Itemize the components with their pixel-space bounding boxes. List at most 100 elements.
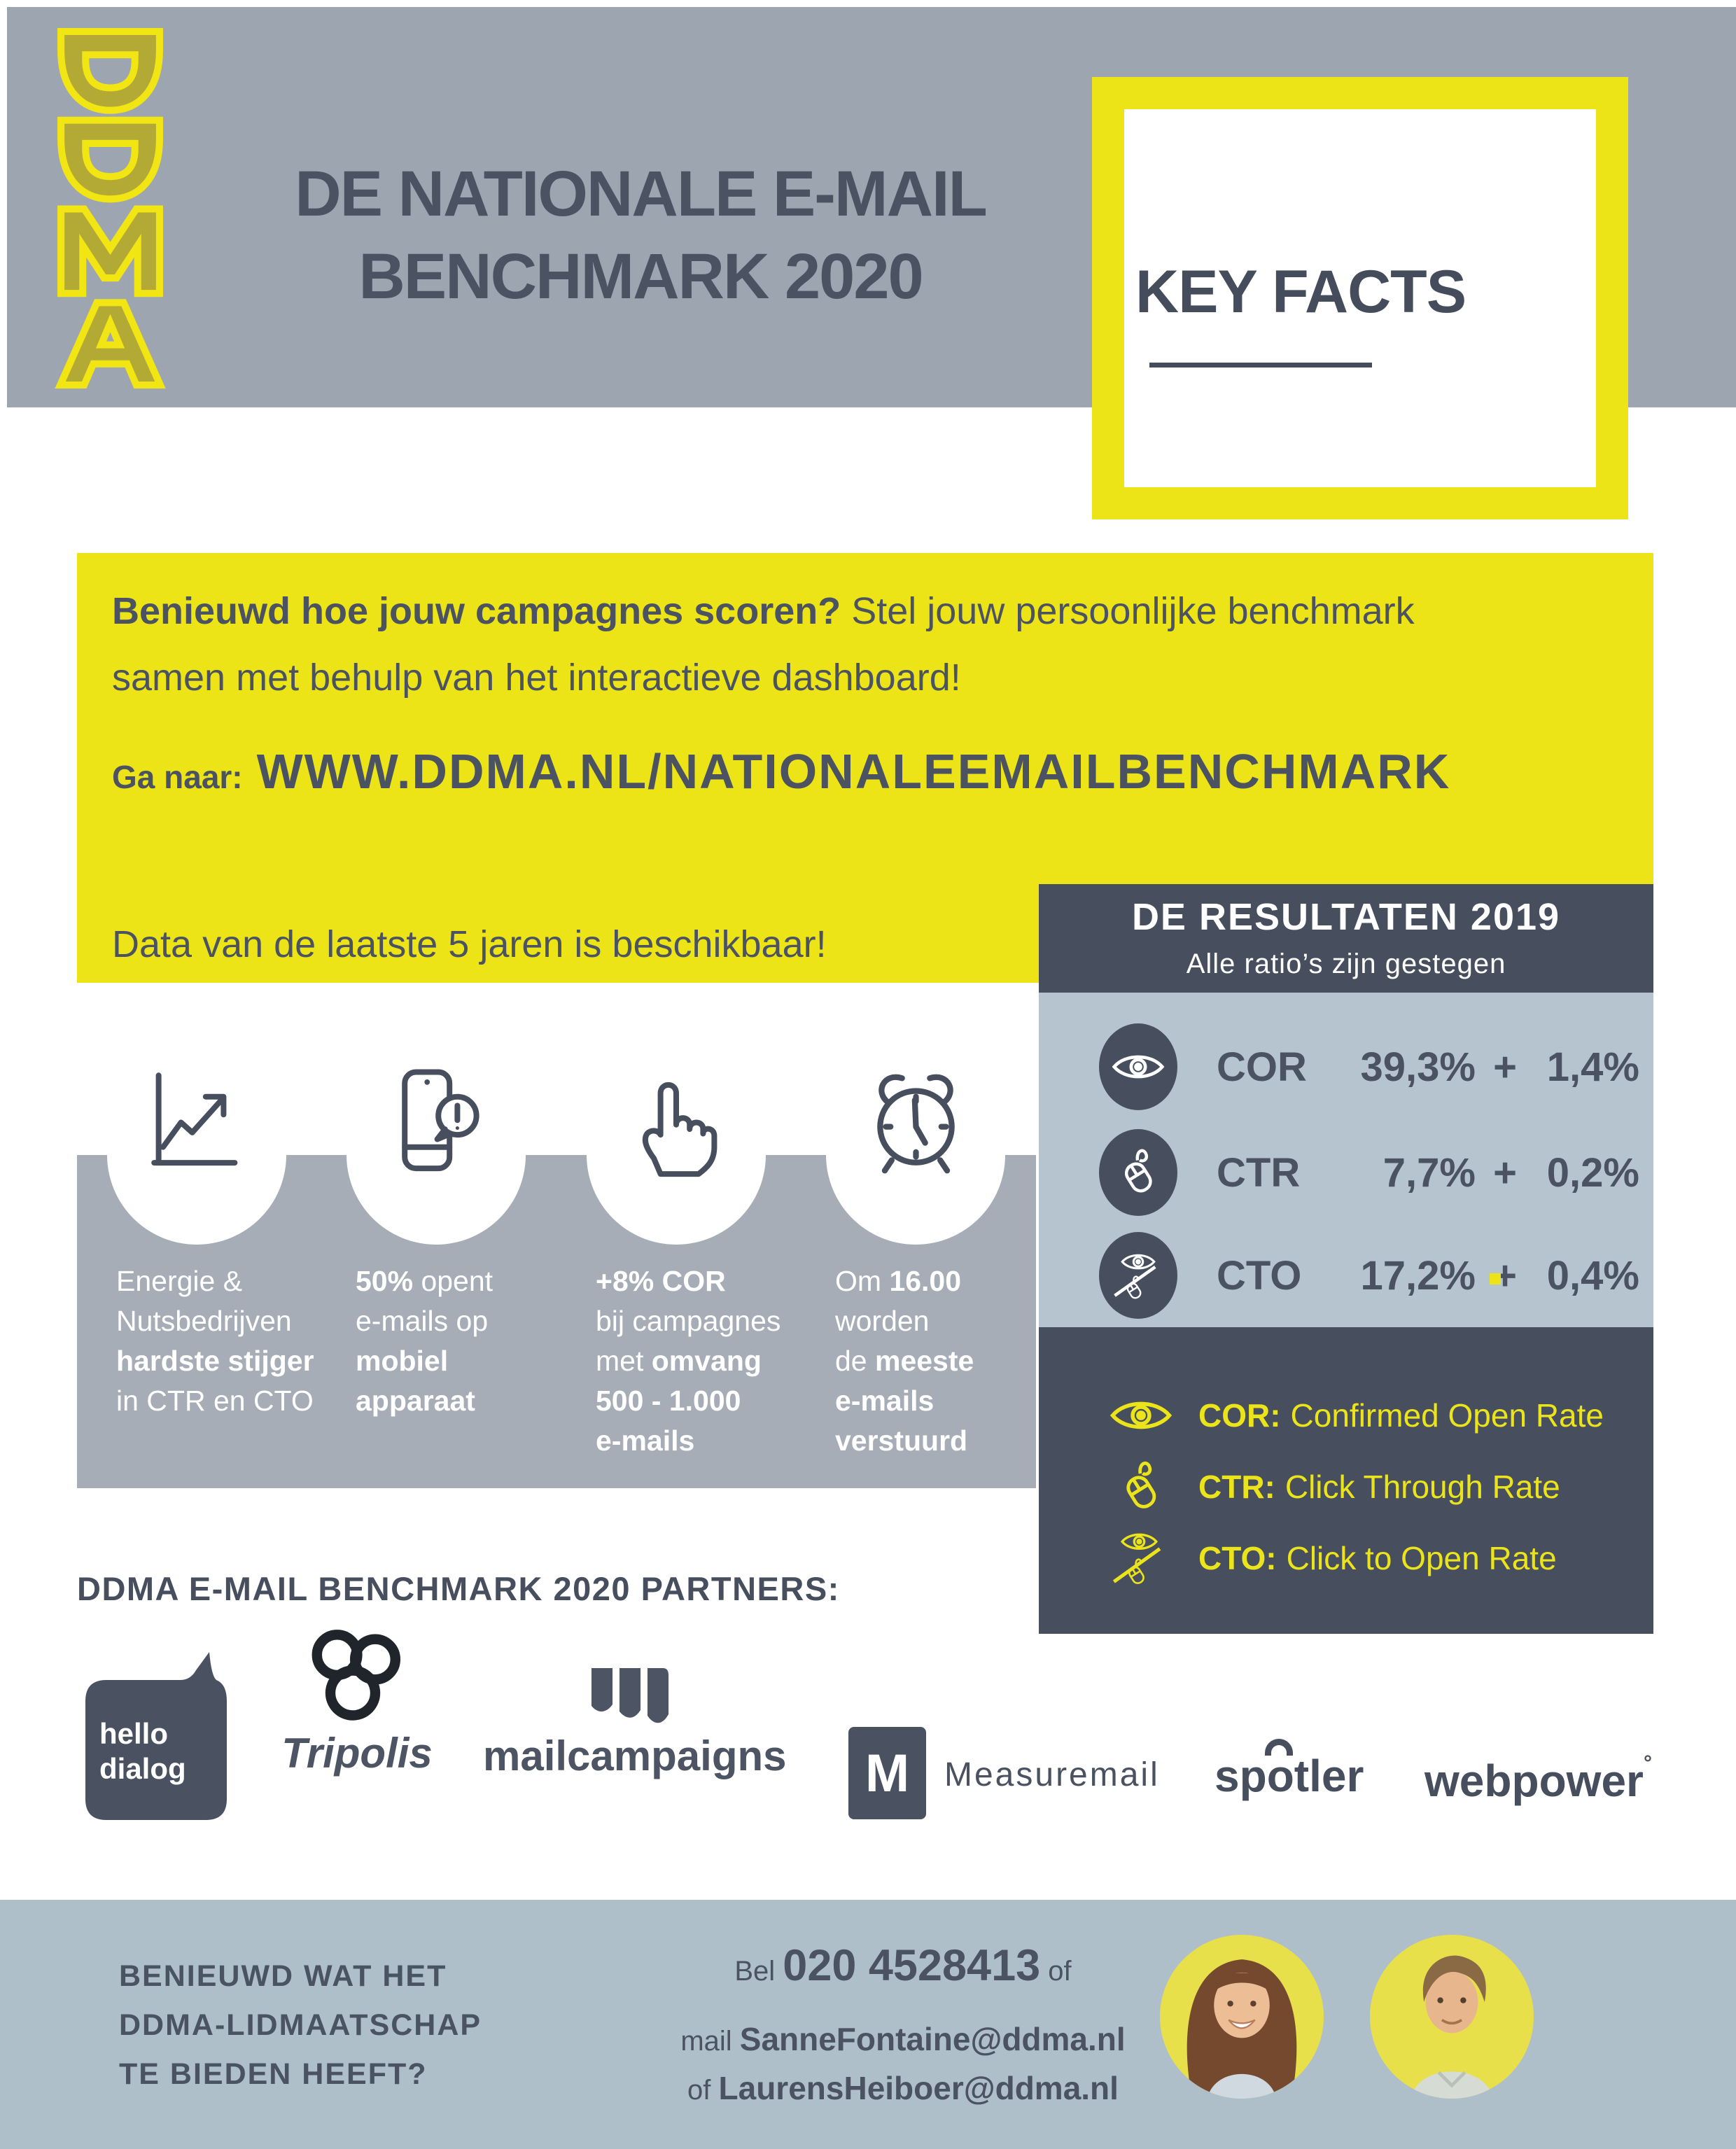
email-laurens: LaurensHeiboer@ddma.nl (718, 2070, 1119, 2106)
tripolis-label: Tripolis (281, 1730, 433, 1777)
keyfacts-title: KEY FACTS (1135, 258, 1466, 326)
result-plus: + (1493, 1044, 1517, 1090)
webpower-mark: ° (1643, 1751, 1652, 1774)
eye-mouse-icon (1099, 1529, 1183, 1588)
fact-line: e-mails (596, 1424, 695, 1457)
result-label: CTR (1217, 1149, 1301, 1196)
facts-band: Energie & Nutsbedrijven hardste stijger in … (77, 1065, 1036, 1488)
footer-question: BENIEUWD WAT HET DDMA-LIDMAATSCHAP TE BI… (119, 1959, 482, 2091)
keyfacts-box (1092, 77, 1628, 519)
legend-text: Confirmed Open Rate (1290, 1397, 1604, 1434)
cta-ga-naar: Ga naar: (112, 759, 243, 795)
fact-text-mobiel: 50% opent e-mails op mobiel apparaat (356, 1261, 573, 1421)
measuremail-logo-icon: M (848, 1727, 926, 1819)
fact-line: met omvang (596, 1345, 762, 1377)
hand-icon (613, 1056, 739, 1189)
spotler-o-arc-icon: o (1264, 1739, 1294, 1801)
cta-box: Benieuwd hoe jouw campagnes scoren? Stel… (77, 553, 1653, 983)
legend-label: CTO: (1198, 1540, 1277, 1576)
legend-text: Click Through Rate (1284, 1469, 1560, 1505)
result-label: CTO (1217, 1252, 1302, 1298)
legend-row-cor: COR: Confirmed Open Rate (1099, 1382, 1604, 1449)
hellodialog-logo-icon (78, 1651, 229, 1826)
page-title: DE NATIONALE E-MAIL BENCHMARK 2020 (220, 153, 1060, 318)
fact-line: Nutsbedrijven (116, 1305, 292, 1337)
results-panel: DE RESULTATEN 2019 Alle ratio’s zijn ges… (1039, 884, 1653, 1634)
cta-url: WWW.DDMA.NL/NATIONALEEMAILBENCHMARK (256, 744, 1451, 799)
fact-text-energie: Energie & Nutsbedrijven hardste stijger in … (116, 1261, 333, 1421)
eye-icon (1099, 1395, 1183, 1436)
footer-phone-line: Bel 020 4528413 of (734, 1941, 1072, 1990)
title-line-1: DE NATIONALE E-MAIL (295, 158, 988, 230)
keyfacts-underline (1149, 363, 1372, 368)
legend-label: CTR: (1198, 1469, 1275, 1505)
result-plus: + (1493, 1252, 1517, 1298)
result-delta: 0,4% (1546, 1252, 1639, 1298)
fact-line: apparaat (356, 1385, 475, 1417)
fact-line: mobiel (356, 1345, 449, 1377)
eye-mouse-icon (1099, 1232, 1177, 1319)
title-line-2: BENCHMARK 2020 (358, 241, 923, 312)
mouse-icon (1099, 1459, 1183, 1515)
fact-line: worden (835, 1305, 930, 1337)
fact-line: Om 16.00 (835, 1265, 962, 1297)
avatar-sanne (1160, 1935, 1324, 2099)
result-value: 17,2% (1360, 1252, 1476, 1298)
clock-icon (853, 1056, 979, 1189)
fact-line: Energie & (116, 1265, 243, 1297)
fact-line: e-mails op (356, 1305, 489, 1337)
cta-line-2: samen met behulp van het interactieve da… (112, 657, 961, 699)
results-header: DE RESULTATEN 2019 Alle ratio’s zijn ges… (1039, 884, 1653, 993)
scallop-cutout (107, 1065, 286, 1245)
legend-text: Click to Open Rate (1286, 1540, 1557, 1576)
legend-label: COR: (1198, 1397, 1281, 1434)
email-sanne: SanneFontaine@ddma.nl (739, 2021, 1126, 2057)
fact-line: 500 - 1.000 (596, 1385, 741, 1417)
footer-email-line-2: of LaurensHeiboer@ddma.nl (687, 2070, 1119, 2106)
phone-icon (373, 1056, 499, 1189)
fact-text-verstuurd: Om 16.00 worden de meeste e-mails verstuurd (835, 1261, 1052, 1461)
results-subtitle: Alle ratio’s zijn gestegen (1186, 948, 1506, 979)
legend-row-ctr: CTR: Click Through Rate (1099, 1453, 1560, 1520)
legend-row-cto: CTO: Click to Open Rate (1099, 1525, 1557, 1592)
result-row-cor: COR 39,3% + 1,4% (1099, 1023, 1639, 1110)
fact-line: +8% COR (596, 1265, 726, 1297)
result-row-cto: CTO 17,2% + 0,4% (1099, 1232, 1639, 1319)
partners-heading: DDMA E-MAIL BENCHMARK 2020 PARTNERS: (77, 1570, 840, 1607)
avatar-laurens (1370, 1935, 1534, 2099)
eye-icon (1099, 1023, 1177, 1110)
result-delta: 1,4% (1546, 1044, 1639, 1090)
result-plus: + (1493, 1149, 1517, 1196)
cta-data-note: Data van de laatste 5 jaren is beschikba… (112, 923, 827, 965)
cta-line-1: Benieuwd hoe jouw campagnes scoren? Stel… (112, 590, 1415, 632)
ddma-logo-icon (52, 28, 168, 388)
result-row-ctr: CTR 7,7% + 0,2% (1099, 1129, 1639, 1216)
phone-number: 020 4528413 (783, 1941, 1041, 1990)
measuremail-label: Measuremail (944, 1756, 1160, 1793)
fact-text-cor: +8% COR bij campagnes met omvang 500 - 1.00… (596, 1261, 813, 1461)
mailcampaigns-label: mailcampaigns (483, 1732, 787, 1779)
fact-line: hardste stijger (116, 1345, 314, 1377)
fact-line: in CTR en CTO (116, 1385, 314, 1417)
chart-icon (134, 1056, 260, 1189)
result-delta: 0,2% (1546, 1149, 1639, 1196)
mouse-icon (1099, 1129, 1177, 1216)
cta-url-line: Ga naar: WWW.DDMA.NL/NATIONALEEMAILBENCH… (112, 743, 1450, 799)
spotler-label: spotler (1214, 1739, 1364, 1801)
hellodialog-label: hello dialog (99, 1717, 186, 1785)
webpower-label: webpower° (1424, 1751, 1652, 1806)
tripolis-logo-icon (302, 1625, 414, 1727)
fact-line: e-mails (835, 1385, 934, 1417)
result-label: COR (1217, 1044, 1307, 1090)
fact-line: verstuurd (835, 1424, 968, 1457)
fact-line: bij campagnes (596, 1305, 781, 1337)
fact-line: 50% opent (356, 1265, 493, 1297)
fact-line: de meeste (835, 1345, 974, 1377)
result-value: 7,7% (1382, 1149, 1476, 1196)
footer-email-line-1: mail SanneFontaine@ddma.nl (680, 2021, 1126, 2057)
results-title: DE RESULTATEN 2019 (1131, 896, 1561, 938)
mailcampaigns-logo-icon (592, 1668, 682, 1730)
highlight-artifact (1490, 1273, 1501, 1284)
result-value: 39,3% (1360, 1044, 1476, 1090)
